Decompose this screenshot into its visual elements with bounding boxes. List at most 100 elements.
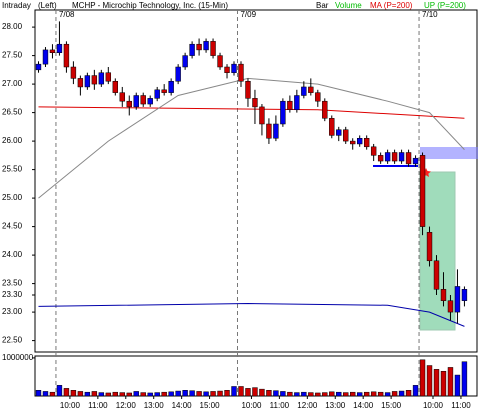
candle-body bbox=[273, 123, 279, 139]
volume-bar bbox=[161, 391, 167, 397]
volume-bar bbox=[433, 369, 440, 397]
volume-bar bbox=[84, 391, 91, 397]
y-tick-label: 23.50 bbox=[2, 279, 23, 288]
candle-body bbox=[203, 41, 209, 51]
candle-body bbox=[405, 152, 412, 165]
candle-body bbox=[433, 260, 440, 290]
y-tick-label: 23.00 bbox=[2, 307, 23, 316]
candle-body bbox=[461, 289, 468, 301]
volume-bar bbox=[112, 391, 118, 397]
x-tick-label: 11:00 bbox=[270, 401, 290, 410]
candle-body bbox=[391, 152, 398, 162]
candle-body bbox=[329, 118, 335, 136]
candle-body bbox=[440, 289, 447, 301]
candle-body bbox=[363, 138, 370, 148]
volume-bar bbox=[98, 392, 105, 397]
volume-bar bbox=[412, 385, 419, 397]
candle-body bbox=[42, 49, 49, 65]
candle-body bbox=[35, 63, 42, 71]
volume-bar bbox=[329, 391, 335, 397]
legend-volume: Volume bbox=[335, 1, 362, 10]
candle-body bbox=[147, 98, 153, 105]
candle-body bbox=[196, 43, 202, 51]
volume-bar bbox=[336, 391, 342, 397]
x-tick-label: 10:00 bbox=[423, 401, 444, 410]
volume-bar bbox=[384, 392, 391, 397]
candle-body bbox=[294, 95, 300, 110]
candle-body bbox=[56, 43, 63, 54]
volume-bar bbox=[35, 390, 42, 397]
volume-bar bbox=[363, 391, 370, 397]
resistance-band bbox=[420, 147, 478, 159]
side: (Left) bbox=[38, 1, 57, 10]
volume-bar bbox=[447, 367, 454, 397]
volume-bar bbox=[49, 391, 56, 397]
indicator-line bbox=[38, 303, 465, 327]
candle-body bbox=[168, 81, 174, 93]
candle-body bbox=[210, 41, 216, 56]
volume-bar bbox=[126, 392, 132, 397]
candle-body bbox=[266, 123, 272, 139]
volume-bar bbox=[252, 387, 258, 397]
candle-body bbox=[70, 66, 77, 79]
candle-body bbox=[308, 86, 314, 93]
y-tick-label: 26.50 bbox=[2, 108, 23, 117]
x-tick-label: 14:00 bbox=[353, 401, 374, 410]
volume-bar bbox=[454, 374, 461, 397]
volume-bar bbox=[391, 391, 398, 397]
candle-body bbox=[98, 72, 105, 85]
volume-bar bbox=[231, 386, 237, 397]
candle-body bbox=[343, 129, 349, 142]
volume-bar bbox=[350, 391, 356, 397]
indicator-line bbox=[38, 106, 465, 119]
candle-body bbox=[182, 55, 188, 68]
y-tick-label: 23.30 bbox=[2, 290, 23, 299]
y-tick-label: 24.50 bbox=[2, 222, 23, 231]
x-tick-label: 15:00 bbox=[200, 401, 221, 410]
candle-body bbox=[259, 106, 265, 125]
volume-bar bbox=[308, 392, 314, 397]
candle-body bbox=[419, 155, 426, 227]
volume-bar bbox=[343, 392, 349, 397]
volume-bar bbox=[287, 391, 293, 397]
legend-bar: Bar bbox=[316, 1, 329, 10]
chart-title: MCHP - Microchip Technology, Inc. (15-Mi… bbox=[72, 1, 228, 10]
volume-bar bbox=[189, 390, 195, 397]
candle-body bbox=[133, 95, 139, 108]
volume-bar bbox=[294, 392, 300, 397]
candle-body bbox=[280, 100, 286, 125]
candle-body bbox=[377, 155, 384, 162]
candle-body bbox=[119, 92, 125, 102]
indicator-line bbox=[38, 77, 465, 199]
x-tick-label: 12:00 bbox=[297, 401, 318, 410]
candle-body bbox=[154, 89, 160, 99]
legend-ma: MA (P=200) bbox=[370, 1, 413, 10]
y-tick-label: 25.00 bbox=[2, 193, 23, 202]
candle-body bbox=[112, 81, 118, 93]
volume-bar bbox=[182, 390, 188, 397]
candle-body bbox=[426, 232, 433, 262]
volume-bar bbox=[245, 388, 251, 397]
volume-bar bbox=[301, 391, 307, 397]
volume-bar bbox=[370, 391, 377, 397]
volume-bar bbox=[91, 391, 98, 397]
x-tick-label: 11:00 bbox=[88, 401, 108, 410]
x-tick-label: 13:00 bbox=[144, 401, 165, 410]
candle-body bbox=[161, 89, 167, 93]
candle-body bbox=[77, 78, 84, 88]
x-tick-label: 10:00 bbox=[241, 401, 262, 410]
candle-body bbox=[189, 43, 195, 56]
volume-bar bbox=[56, 385, 63, 397]
session-label: 7/08 bbox=[59, 10, 75, 19]
candle-body bbox=[175, 66, 181, 82]
volume-bar bbox=[140, 392, 146, 397]
volume-bar bbox=[398, 390, 405, 397]
x-tick-label: 14:00 bbox=[172, 401, 193, 410]
volume-bar bbox=[147, 392, 153, 397]
volume-bar bbox=[238, 386, 244, 397]
volume-bar bbox=[405, 390, 412, 397]
legend-up: UP (P=200) bbox=[424, 1, 466, 10]
session-label: 7/10 bbox=[422, 10, 438, 19]
candle-body bbox=[447, 300, 454, 313]
